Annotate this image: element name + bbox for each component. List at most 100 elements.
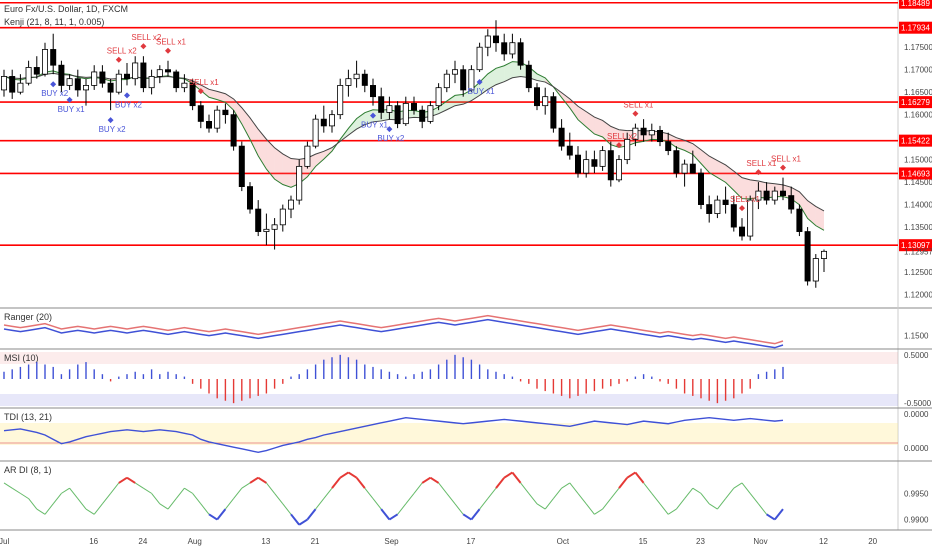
candle-body	[148, 76, 155, 89]
ardi-segment	[77, 498, 87, 510]
trend-cloud	[274, 147, 283, 185]
candle	[320, 105, 327, 133]
ardi-segment	[446, 493, 456, 505]
trend-cloud	[504, 61, 513, 82]
candle	[575, 146, 582, 178]
ardi-segment	[610, 487, 620, 499]
ardi-segment	[421, 476, 431, 484]
candle-body	[657, 129, 664, 143]
candle	[632, 123, 639, 147]
ardi-segment	[134, 482, 144, 489]
candle	[673, 146, 680, 178]
candle	[148, 69, 155, 95]
ardi-segment	[577, 493, 587, 505]
candle-body	[181, 82, 188, 89]
ardi-segment	[676, 498, 685, 510]
candle	[99, 65, 106, 88]
candle-body	[698, 172, 705, 205]
candle-body	[74, 78, 81, 91]
candle-body	[566, 145, 573, 156]
candle	[624, 132, 631, 165]
ranger-label: Ranger (20)	[4, 312, 52, 322]
candle	[328, 110, 335, 133]
candle-body	[451, 69, 458, 75]
trend-cloud	[701, 149, 710, 173]
ardi-segment	[323, 487, 333, 499]
trend-cloud	[233, 98, 242, 124]
candle	[763, 182, 770, 205]
candle-body	[197, 105, 204, 122]
trend-cloud	[512, 61, 521, 78]
candle-body	[337, 85, 344, 116]
trend-cloud	[282, 153, 291, 188]
candle	[443, 69, 450, 93]
candle	[353, 60, 360, 88]
price-tick-label: 1.17000	[904, 66, 932, 75]
tdi-pane: TDI (13, 21) 0.0000 0.0000	[0, 410, 932, 462]
trend-cloud	[733, 171, 742, 199]
trend-cloud	[200, 84, 209, 98]
ardi-segment	[274, 493, 284, 505]
x-tick-label: 23	[696, 537, 705, 546]
sell-signal-marker	[197, 88, 204, 95]
buy-signal-marker	[124, 92, 130, 99]
chart-title: Euro Fx/U.S. Dollar, 1D, FXCM	[4, 4, 128, 14]
ardi-segment	[470, 508, 481, 521]
ardi-segment	[28, 498, 38, 510]
candle-body	[443, 73, 450, 89]
ardi-segment	[184, 487, 193, 494]
ardi-segment	[388, 513, 399, 521]
trend-cloud	[356, 112, 365, 130]
candle	[304, 141, 311, 169]
ardi-segment	[85, 508, 95, 515]
sell-signal-label: SELL x1	[189, 78, 219, 87]
candle	[287, 195, 294, 219]
candle-body	[722, 199, 729, 205]
buy-signal-label: BUY x2	[99, 125, 127, 134]
candle	[345, 69, 352, 97]
ardi-segment	[692, 487, 702, 494]
candle	[369, 78, 376, 106]
trend-cloud	[815, 206, 824, 231]
buy-signal-label: BUY x1	[58, 105, 86, 114]
ardi-tick-label: 0.9950	[904, 489, 929, 498]
candle-body	[591, 159, 598, 167]
x-tick-label: Nov	[753, 537, 767, 546]
ardi-segment	[44, 503, 54, 515]
candle-body	[681, 163, 688, 174]
candle-body	[583, 159, 590, 174]
candle-body	[517, 42, 524, 66]
candle	[698, 168, 705, 210]
candle	[755, 182, 762, 210]
ardi-segment	[11, 487, 21, 494]
tdi-line	[3, 416, 784, 454]
ardi-tick-label: 0.9900	[904, 516, 929, 525]
ardi-segment	[553, 487, 562, 499]
trend-cloud	[717, 160, 726, 183]
sell-signal-label: SELL x1	[623, 101, 653, 110]
candle-body	[296, 165, 303, 201]
candle	[714, 195, 721, 219]
ardi-segment	[241, 482, 251, 489]
ardi-segment	[257, 476, 267, 484]
tdi-tick-label: 0.0000	[904, 410, 929, 419]
buy-signal-marker	[370, 112, 376, 119]
indicator-label: Kenji (21, 8, 11, 1, 0.005)	[4, 17, 104, 27]
sell-signal-label: SELL x1	[771, 155, 801, 164]
ardi-segment	[733, 482, 743, 489]
candle-body	[542, 96, 549, 107]
candle-body	[9, 76, 16, 93]
buy-signal-marker	[50, 81, 57, 88]
candle-body	[607, 150, 614, 181]
candle	[788, 186, 795, 214]
ardi-segment	[438, 482, 448, 494]
ardi-segment	[585, 503, 595, 515]
trend-cloud	[594, 117, 603, 137]
candle	[214, 105, 221, 133]
candle-body	[435, 87, 442, 107]
candle	[164, 60, 171, 77]
candle	[132, 56, 139, 86]
trend-cloud	[250, 117, 259, 156]
candle-body	[427, 105, 434, 122]
candle-body	[328, 114, 335, 127]
